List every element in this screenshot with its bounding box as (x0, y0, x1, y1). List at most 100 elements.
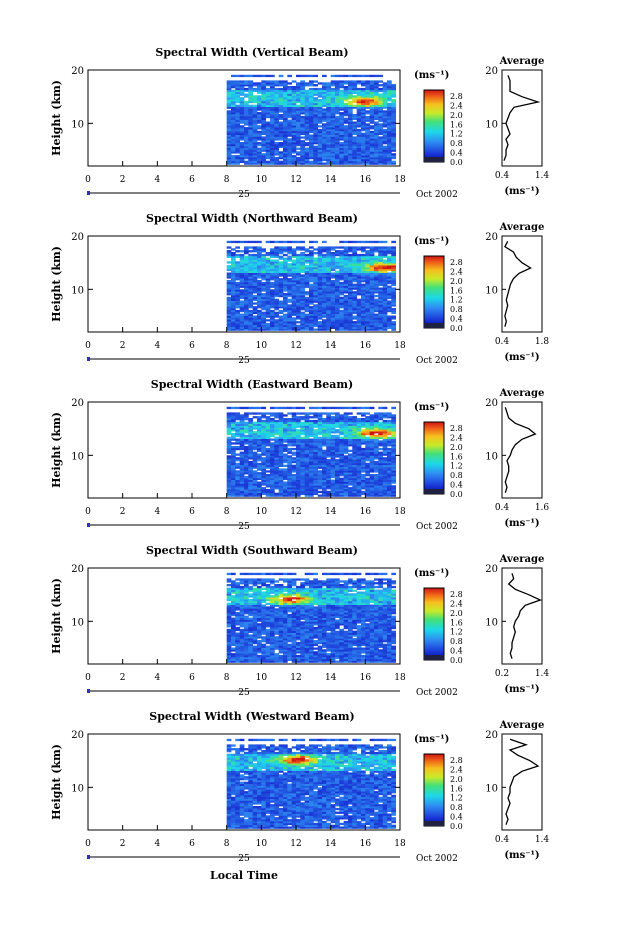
heatmap-cell (330, 419, 336, 423)
heatmap-cell (291, 308, 297, 311)
heatmap-cell (252, 315, 258, 318)
heatmap-cell (248, 240, 253, 244)
heatmap-cell (261, 82, 266, 85)
heatmap-cell (382, 487, 388, 490)
heatmap-cell (274, 319, 279, 322)
heatmap-cell (378, 460, 383, 464)
heatmap-cell (387, 145, 392, 148)
heatmap-cell (300, 421, 305, 424)
heatmap-cell (248, 485, 253, 488)
heatmap-cell (261, 270, 266, 273)
heatmap-cell (348, 130, 353, 134)
heatmap-cell (374, 298, 379, 301)
heatmap-cell (382, 86, 388, 89)
heatmap-cell (291, 447, 297, 451)
heatmap-cell (291, 104, 297, 107)
heatmap-cell (330, 285, 336, 288)
heatmap-cell (278, 80, 284, 83)
heatmap-cell (278, 281, 284, 285)
heatmap-cell (226, 266, 232, 270)
heatmap-cell (244, 270, 249, 273)
heatmap-cell (283, 449, 288, 452)
heatmap-cell (244, 446, 249, 449)
heatmap-cell (270, 132, 275, 135)
heatmap-cell (335, 121, 340, 124)
heatmap-cell (322, 246, 327, 249)
heatmap-cell (369, 451, 375, 454)
heatmap-cell (239, 457, 245, 460)
heatmap-cell (304, 276, 310, 279)
heatmap-cell (361, 134, 366, 137)
heatmap-cell (261, 296, 266, 300)
heatmap-cell (274, 138, 279, 141)
heatmap-cell (391, 250, 396, 253)
heatmap-cell (274, 427, 279, 430)
heatmap-cell (361, 490, 366, 494)
heatmap-cell (300, 100, 305, 104)
heatmap-cell (248, 93, 253, 96)
heatmap-cell (239, 294, 245, 298)
heatmap-cell (339, 298, 344, 301)
heatmap-cell (343, 281, 349, 285)
heatmap-cell (348, 74, 353, 78)
heatmap-cell (343, 315, 349, 318)
heatmap-cell (239, 263, 245, 266)
heatmap-cell (378, 263, 383, 266)
heatmap-cell (244, 438, 249, 441)
heatmap-cell (317, 464, 323, 467)
heatmap-cell (235, 472, 240, 475)
heatmap-cell (374, 438, 379, 441)
heatmap-cell (378, 429, 383, 432)
heatmap-cell (274, 261, 279, 264)
heatmap-cell (278, 451, 284, 454)
heatmap-cell (252, 250, 258, 253)
heatmap-cell (365, 132, 370, 135)
heatmap-cell (387, 151, 392, 154)
heatmap-cell (248, 317, 253, 320)
heatmap-cell (348, 162, 353, 165)
heatmap-cell (235, 326, 240, 329)
heatmap-cell (382, 147, 388, 150)
heatmap-cell (278, 162, 284, 165)
heatmap-cell (322, 128, 327, 132)
heatmap-cell (313, 470, 318, 473)
heatmap-cell (291, 494, 297, 497)
heatmap-cell (343, 89, 349, 92)
heatmap-cell (365, 419, 370, 423)
heatmap-cell (252, 117, 258, 120)
heatmap-cell (387, 261, 392, 264)
heatmap-cell (365, 442, 370, 445)
heatmap-cell (374, 97, 379, 100)
heatmap-cell (322, 427, 327, 430)
heatmap-cell (270, 274, 275, 277)
heatmap-cell (343, 319, 349, 322)
heatmap-cell (330, 110, 336, 113)
heatmap-cell (335, 421, 340, 424)
heatmap-cell (287, 110, 292, 113)
heatmap-cell (313, 263, 318, 266)
heatmap-cell (339, 134, 344, 137)
heatmap-cell (304, 494, 310, 497)
heatmap-cell (365, 123, 370, 126)
heatmap-cell (300, 115, 305, 119)
heatmap-cell (343, 317, 349, 320)
heatmap-cell (378, 274, 383, 277)
heatmap-cell (330, 128, 336, 132)
average-x-tick-label: 0.4 (495, 337, 510, 347)
heatmap-cell (356, 328, 362, 331)
heatmap-cell (335, 449, 340, 452)
heatmap-cell (278, 474, 284, 477)
heatmap-cell (278, 263, 284, 266)
heatmap-cell (352, 158, 357, 162)
heatmap-cell (382, 253, 388, 257)
heatmap-cell (326, 151, 331, 154)
heatmap-cell (248, 419, 253, 423)
heatmap-cell (291, 485, 297, 488)
heatmap-cell (361, 119, 366, 122)
heatmap-cell (239, 143, 245, 147)
heatmap-cell (244, 477, 249, 480)
heatmap-cell (283, 313, 288, 316)
heatmap-cell (352, 265, 357, 268)
heatmap-cell (274, 246, 279, 249)
heatmap-cell (356, 285, 362, 288)
